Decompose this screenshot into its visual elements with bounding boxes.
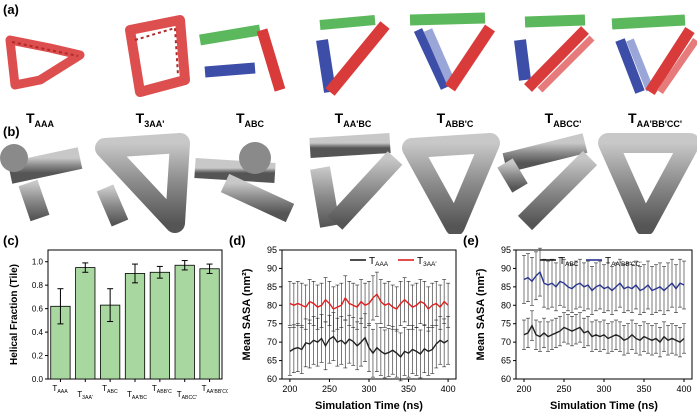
structure-renderings — [5, 12, 697, 97]
x-tick-label: TABCC' — [177, 390, 197, 401]
y-tick-label: 0.2 — [32, 352, 44, 361]
series-line — [289, 293, 449, 311]
structure-label-tabc: TABC — [235, 110, 265, 129]
x-tick-label: 200 — [516, 384, 531, 394]
panel-label-c: (c) — [3, 233, 19, 248]
panel-label-a: (a) — [3, 2, 19, 17]
y-tick-label: 95 — [501, 245, 511, 255]
y-tick-label: 80 — [501, 300, 511, 310]
bar — [124, 273, 146, 380]
sasa-chart-d: 60 65 70 75 80 85 90 95 200 250 300 350 400 TAAA T3AA'… — [241, 245, 457, 412]
y-axis-label: Mean SASA (nm²) — [475, 268, 487, 360]
x-tick-label: 250 — [322, 384, 337, 394]
y-tick-label: 1.0 — [32, 258, 44, 267]
y-tick-label: 85 — [501, 282, 511, 292]
ensemble-tabbc-image — [402, 133, 500, 234]
x-tick-label: 200 — [282, 384, 297, 394]
structure-taabc-image — [316, 15, 390, 96]
y-tick-label: 85 — [267, 282, 277, 292]
y-tick-label: 90 — [267, 263, 277, 273]
bar — [199, 268, 220, 380]
x-tick-label: 300 — [596, 384, 611, 394]
x-tick-label: 250 — [556, 384, 571, 394]
x-tick-label: TAA'BC — [127, 390, 147, 401]
legend-label: TAAA — [369, 256, 389, 268]
structure-label-taabbcc: TAA'BB'CC' — [628, 110, 682, 129]
series-line — [523, 270, 685, 292]
y-tick-label: 0.8 — [32, 281, 44, 290]
x-tick-label: 400 — [676, 384, 691, 394]
structure-t3aa-image — [125, 15, 190, 97]
ensemble-tabcc-image — [497, 133, 598, 231]
x-tick-label: TABC — [102, 384, 118, 395]
y-tick-label: 75 — [267, 319, 277, 329]
y-tick-label: 95 — [267, 245, 277, 255]
x-tick-label: 300 — [361, 384, 376, 394]
y-tick-label: 65 — [501, 356, 511, 366]
x-tick-label: 400 — [441, 384, 456, 394]
structure-taaa-image — [5, 35, 85, 90]
y-tick-label: 60 — [267, 374, 277, 384]
bar — [75, 267, 96, 380]
legend-label: TABC — [559, 256, 579, 268]
legend-label: TAA'BB'CC' — [605, 256, 642, 268]
series-line — [523, 323, 685, 344]
legend-label: T3AA' — [417, 256, 437, 268]
x-tick-label: 350 — [401, 384, 416, 394]
y-axis-label: Helical Fraction (Tile) — [9, 264, 20, 365]
helical-fraction-chart: 0.0 0.2 0.4 0.6 0.8 1.0 TAAA T3AA' TABC TAA'BC TAB… — [9, 249, 228, 401]
structure-label-taabc: TAA'BC — [334, 110, 372, 129]
x-tick-label: TABB'C — [152, 384, 172, 395]
y-tick-label: 75 — [501, 319, 511, 329]
structure-label-taaa: TAAA — [25, 110, 55, 129]
structure-label-tabbc: TABB'C — [436, 110, 474, 129]
structure-label-t3aa: T3AA' — [135, 110, 165, 129]
ensemble-renderings — [0, 133, 697, 234]
ensemble-t3aa-image — [95, 133, 190, 233]
x-tick-label: TAA'BB'CC' — [202, 384, 228, 395]
bar — [149, 271, 170, 380]
structure-taabbcc-image — [611, 14, 697, 95]
panel-label-b: (b) — [3, 124, 20, 139]
structure-tabc-image — [199, 24, 286, 92]
ensemble-tabc-image — [194, 142, 295, 223]
y-tick-label: 90 — [501, 263, 511, 273]
structure-label-tabcc: TABCC' — [544, 110, 582, 129]
panel-label-d: (d) — [229, 233, 246, 248]
x-axis-label: Simulation Time (ns) — [315, 400, 423, 412]
y-tick-label: 60 — [501, 374, 511, 384]
y-tick-label: 65 — [267, 356, 277, 366]
bar — [174, 264, 195, 380]
ensemble-taaa-image — [0, 144, 83, 222]
series-line — [289, 335, 449, 358]
x-axis-label: Simulation Time (ns) — [550, 400, 658, 412]
x-tick-label: TAAA — [52, 384, 68, 395]
y-tick-label: 0.4 — [32, 328, 44, 337]
ensemble-taabbcc-image — [598, 133, 697, 234]
panel-label-e: (e) — [463, 233, 479, 248]
y-tick-label: 70 — [501, 337, 511, 347]
structure-tabcc-image — [514, 14, 595, 93]
x-tick-label: 350 — [636, 384, 651, 394]
y-tick-label: 0.6 — [32, 305, 44, 314]
structure-tabbc-image — [409, 12, 495, 92]
y-tick-label: 80 — [267, 300, 277, 310]
ensemble-taabc-image — [309, 133, 403, 230]
x-tick-label: T3AA' — [77, 390, 93, 401]
y-tick-label: 70 — [267, 337, 277, 347]
y-axis-label: Mean SASA (nm²) — [241, 268, 253, 360]
sasa-chart-e: 60 65 70 75 80 85 90 95 200 250 300 350 400 TABC TAA'B… — [475, 245, 693, 412]
y-tick-label: 0.0 — [32, 375, 44, 384]
